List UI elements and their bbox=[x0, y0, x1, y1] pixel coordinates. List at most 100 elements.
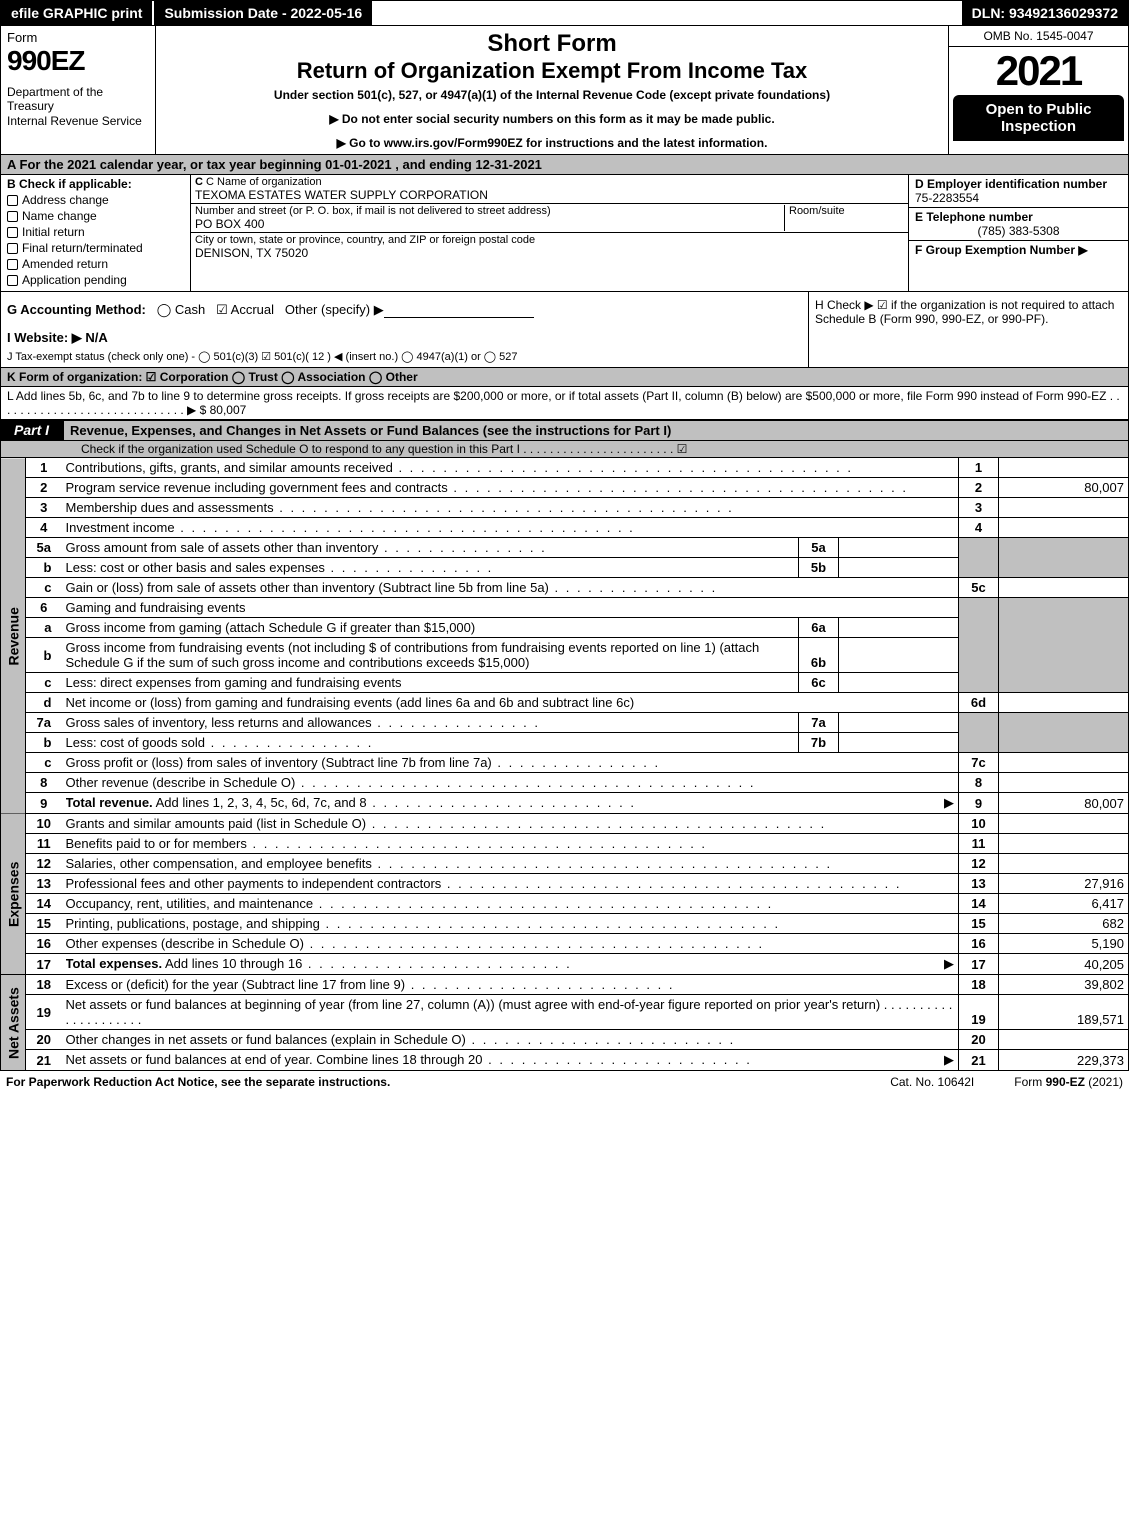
l4-val bbox=[999, 518, 1129, 538]
section-revenue-label: Revenue bbox=[1, 458, 26, 814]
c-room-label: Room/suite bbox=[784, 205, 904, 231]
subtitle: Under section 501(c), 527, or 4947(a)(1)… bbox=[162, 88, 942, 102]
chk-initial-return[interactable]: Initial return bbox=[7, 225, 184, 239]
chk-application-pending[interactable]: Application pending bbox=[7, 273, 184, 287]
l2-desc: Program service revenue including govern… bbox=[66, 480, 908, 495]
l14-num: 14 bbox=[26, 894, 62, 914]
l5c-rnum: 5c bbox=[959, 578, 999, 598]
l5c-val bbox=[999, 578, 1129, 598]
l21-val: 229,373 bbox=[999, 1050, 1129, 1071]
l21-desc: Net assets or fund balances at end of ye… bbox=[66, 1052, 752, 1068]
l11-rnum: 11 bbox=[959, 834, 999, 854]
b-label: B Check if applicable: bbox=[7, 177, 184, 191]
l5a-inval bbox=[839, 538, 959, 558]
l6-desc: Gaming and fundraising events bbox=[66, 600, 246, 615]
l1-desc: Contributions, gifts, grants, and simila… bbox=[66, 460, 854, 475]
l12-num: 12 bbox=[26, 854, 62, 874]
d-ein: D Employer identification number 75-2283… bbox=[909, 175, 1128, 208]
col-def: D Employer identification number 75-2283… bbox=[908, 175, 1128, 291]
l6d-desc: Net income or (loss) from gaming and fun… bbox=[66, 695, 635, 710]
l21-num: 21 bbox=[26, 1050, 62, 1071]
l6c-inval bbox=[839, 673, 959, 693]
row-i-website: I Website: ▶ N/A bbox=[7, 330, 108, 345]
form-header: Form 990EZ Department of the Treasury In… bbox=[0, 26, 1129, 155]
l20-num: 20 bbox=[26, 1030, 62, 1050]
l9-desc: Add lines 1, 2, 3, 4, 5c, 6d, 7c, and 8 bbox=[156, 795, 367, 810]
l8-val bbox=[999, 773, 1129, 793]
l6b-num: b bbox=[26, 638, 62, 673]
g-accrual[interactable]: ☑ Accrual bbox=[216, 302, 274, 317]
g-cash[interactable]: ◯ Cash bbox=[157, 302, 206, 317]
g-other[interactable]: Other (specify) ▶ bbox=[285, 302, 384, 317]
l7b-desc: Less: cost of goods sold bbox=[66, 735, 374, 750]
c-name-label: C C Name of organization bbox=[195, 176, 488, 188]
l2-num: 2 bbox=[26, 478, 62, 498]
col-b-checkboxes: B Check if applicable: Address change Na… bbox=[1, 175, 191, 291]
submission-date: Submission Date - 2022-05-16 bbox=[154, 1, 372, 25]
l20-desc: Other changes in net assets or fund bala… bbox=[66, 1032, 736, 1047]
l5a-desc: Gross amount from sale of assets other t… bbox=[66, 540, 547, 555]
l4-rnum: 4 bbox=[959, 518, 999, 538]
title-short-form: Short Form bbox=[162, 30, 942, 58]
l17-num: 17 bbox=[26, 954, 62, 975]
l7a-inval bbox=[839, 713, 959, 733]
l13-val: 27,916 bbox=[999, 874, 1129, 894]
chk-amended-return[interactable]: Amended return bbox=[7, 257, 184, 271]
l1-num: 1 bbox=[26, 458, 62, 478]
l17-val: 40,205 bbox=[999, 954, 1129, 975]
l19-val: 189,571 bbox=[999, 995, 1129, 1030]
l7b-inval bbox=[839, 733, 959, 753]
l18-val: 39,802 bbox=[999, 975, 1129, 995]
row-a-tax-year: A For the 2021 calendar year, or tax yea… bbox=[0, 155, 1129, 175]
l7c-rnum: 7c bbox=[959, 753, 999, 773]
l2-val: 80,007 bbox=[999, 478, 1129, 498]
section-expenses-label: Expenses bbox=[1, 814, 26, 975]
l4-desc: Investment income bbox=[66, 520, 635, 535]
l10-rnum: 10 bbox=[959, 814, 999, 834]
row-l-gross-receipts: L Add lines 5b, 6c, and 7b to line 9 to … bbox=[0, 387, 1129, 420]
arrow-icon: ▶ bbox=[938, 1052, 954, 1068]
l15-rnum: 15 bbox=[959, 914, 999, 934]
row-k-form-org: K Form of organization: ☑ Corporation ◯ … bbox=[0, 368, 1129, 387]
l7c-val bbox=[999, 753, 1129, 773]
l7a-innum: 7a bbox=[799, 713, 839, 733]
l18-num: 18 bbox=[26, 975, 62, 995]
l3-val bbox=[999, 498, 1129, 518]
arrow-icon: ▶ bbox=[938, 795, 954, 811]
chk-name-change[interactable]: Name change bbox=[7, 209, 184, 223]
l6c-num: c bbox=[26, 673, 62, 693]
l6b-innum: 6b bbox=[799, 638, 839, 673]
l9-rnum: 9 bbox=[959, 793, 999, 814]
l7b-num: b bbox=[26, 733, 62, 753]
form-word: Form bbox=[7, 30, 149, 45]
f-group-exemption: F Group Exemption Number ▶ bbox=[909, 241, 1128, 291]
header-left: Form 990EZ Department of the Treasury In… bbox=[1, 26, 156, 154]
e-phone: E Telephone number (785) 383-5308 bbox=[909, 208, 1128, 241]
l16-val: 5,190 bbox=[999, 934, 1129, 954]
l20-val bbox=[999, 1030, 1129, 1050]
chk-final-return[interactable]: Final return/terminated bbox=[7, 241, 184, 255]
chk-address-change[interactable]: Address change bbox=[7, 193, 184, 207]
l5b-innum: 5b bbox=[799, 558, 839, 578]
l3-rnum: 3 bbox=[959, 498, 999, 518]
row-h-schedule-b: H Check ▶ ☑ if the organization is not r… bbox=[808, 292, 1128, 367]
l7a-num: 7a bbox=[26, 713, 62, 733]
l14-desc: Occupancy, rent, utilities, and maintena… bbox=[66, 896, 774, 911]
l6b-inval bbox=[839, 638, 959, 673]
l19-num: 19 bbox=[26, 995, 62, 1030]
l5b-num: b bbox=[26, 558, 62, 578]
l11-desc: Benefits paid to or for members bbox=[66, 836, 708, 851]
c-city-value: DENISON, TX 75020 bbox=[195, 246, 535, 260]
part1-header: Part I Revenue, Expenses, and Changes in… bbox=[0, 420, 1129, 441]
footer-cat: Cat. No. 10642I bbox=[890, 1075, 974, 1089]
l12-desc: Salaries, other compensation, and employ… bbox=[66, 856, 833, 871]
note-link[interactable]: ▶ Go to www.irs.gov/Form990EZ for instru… bbox=[162, 136, 942, 150]
l7b-innum: 7b bbox=[799, 733, 839, 753]
l15-desc: Printing, publications, postage, and shi… bbox=[66, 916, 781, 931]
l2-rnum: 2 bbox=[959, 478, 999, 498]
l16-num: 16 bbox=[26, 934, 62, 954]
l13-rnum: 13 bbox=[959, 874, 999, 894]
l14-rnum: 14 bbox=[959, 894, 999, 914]
l18-desc: Excess or (deficit) for the year (Subtra… bbox=[66, 977, 675, 992]
l11-val bbox=[999, 834, 1129, 854]
